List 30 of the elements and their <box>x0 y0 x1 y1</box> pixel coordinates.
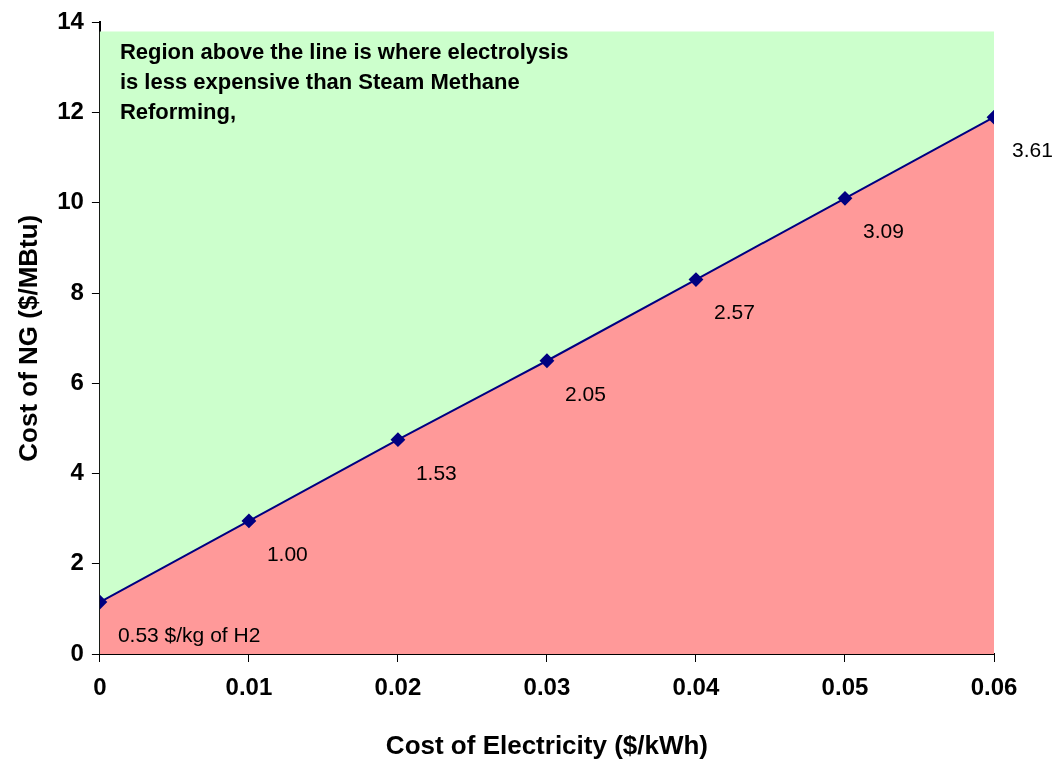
annotation: 3.09 <box>862 219 904 243</box>
y-tick-label: 2 <box>70 548 84 576</box>
x-tick-label: 0.03 <box>523 673 571 701</box>
y-tick-label: 10 <box>57 187 84 215</box>
annotation: 1.53 <box>415 460 457 484</box>
x-tick-label: 0 <box>93 673 107 701</box>
y-tick-label: 14 <box>57 7 85 35</box>
point <box>688 272 703 287</box>
x-tick-label: 0.04 <box>672 673 720 701</box>
annotation: Region above the line is where electrolysis is less expensive than Steam Methane Reforming, <box>119 39 569 125</box>
point <box>539 353 554 368</box>
y-tick-label: 12 <box>57 97 84 125</box>
x-tick-label: 0.05 <box>821 673 869 701</box>
annotation: 1.00 <box>266 541 308 565</box>
point <box>837 191 852 206</box>
annotation: 2.05 <box>564 381 606 405</box>
x-tick-label: 0.06 <box>970 673 1018 701</box>
x-tick-label: 0.02 <box>374 673 422 701</box>
point <box>241 513 256 528</box>
x-tick-label: 0.01 <box>225 673 273 701</box>
y-tick-label: 0 <box>70 638 84 666</box>
annotation: 3.61 <box>1012 137 1053 161</box>
y-tick-label: 4 <box>70 458 85 486</box>
y-tick-label: 8 <box>70 277 84 305</box>
point <box>390 432 405 447</box>
y-tick-label: 6 <box>70 367 84 395</box>
x-axis-title: Cost of Electricity ($/kWh) <box>385 729 709 760</box>
annotation: 2.57 <box>713 300 755 324</box>
y-axis-title: Cost of NG ($/MBtu) <box>12 214 43 462</box>
annotation: 0.53 $/kg of H2 <box>117 622 261 646</box>
